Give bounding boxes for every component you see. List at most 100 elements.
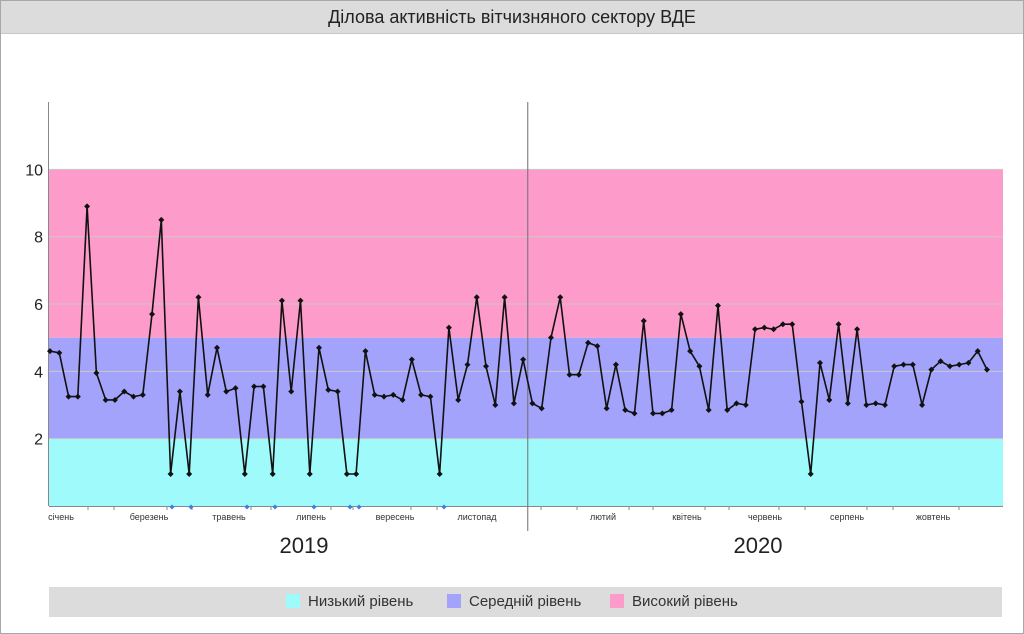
data-point — [436, 471, 443, 478]
data-point — [139, 391, 146, 398]
data-point — [241, 471, 248, 478]
data-point — [817, 359, 824, 366]
data-point — [854, 326, 861, 333]
data-point — [956, 361, 963, 368]
legend-label-high: Високий рівень — [632, 593, 738, 610]
data-point — [455, 396, 462, 403]
data-point — [705, 407, 712, 414]
y-tick-label: 4 — [34, 364, 43, 381]
month-label: вересень — [376, 512, 415, 522]
data-point — [278, 297, 285, 304]
data-point — [111, 396, 118, 403]
axis-flag-marker — [169, 504, 175, 510]
data-point — [714, 302, 721, 309]
axis-flag-marker — [311, 504, 317, 510]
data-point — [585, 339, 592, 346]
data-point — [343, 471, 350, 478]
axis-flag-marker — [272, 504, 278, 510]
data-point — [84, 203, 91, 210]
data-point — [65, 393, 72, 400]
data-point — [752, 326, 759, 333]
month-label: березень — [130, 512, 169, 522]
data-point — [316, 344, 323, 351]
data-point — [501, 294, 508, 301]
data-point — [984, 366, 990, 373]
data-point — [687, 348, 694, 355]
y-tick-label: 10 — [25, 162, 43, 179]
data-point — [733, 400, 740, 407]
legend-label-medium: Середній рівень — [469, 593, 582, 610]
month-label: серпень — [830, 512, 864, 522]
data-point — [288, 388, 295, 395]
data-point — [612, 361, 619, 368]
data-point — [260, 383, 267, 390]
data-point — [826, 396, 833, 403]
axis-flag-marker — [347, 504, 353, 510]
data-point — [473, 294, 480, 301]
data-point — [102, 396, 109, 403]
band-medium — [49, 337, 1003, 439]
chart-title: Ділова активність вітчизняного сектору В… — [328, 7, 696, 27]
month-label: січень — [48, 512, 74, 522]
data-point — [770, 326, 777, 333]
data-point — [974, 348, 981, 355]
month-label: жовтень — [916, 512, 951, 522]
data-point — [622, 407, 629, 414]
data-point — [121, 388, 128, 395]
data-point — [761, 324, 768, 331]
month-label: травень — [212, 512, 246, 522]
data-point — [946, 363, 953, 370]
y-tick-label: 2 — [34, 432, 43, 449]
data-point — [881, 402, 888, 408]
data-point — [74, 393, 81, 400]
axis-flag-marker — [188, 504, 194, 510]
data-point — [408, 356, 415, 363]
data-point — [232, 385, 239, 392]
data-point — [325, 386, 332, 393]
data-point — [807, 471, 814, 478]
data-point — [659, 410, 666, 417]
data-point — [798, 398, 805, 405]
data-point — [937, 358, 944, 365]
data-point — [557, 294, 564, 301]
data-point — [195, 294, 202, 301]
data-point — [47, 348, 53, 355]
data-point — [872, 400, 879, 407]
data-point — [547, 334, 554, 341]
data-point — [863, 402, 870, 408]
month-label: липень — [296, 512, 326, 522]
data-point — [510, 400, 517, 407]
y-tick-label: 6 — [34, 297, 43, 314]
data-point — [380, 393, 387, 400]
year-label: 2020 — [734, 533, 783, 558]
data-point — [909, 361, 916, 368]
data-point — [835, 321, 842, 328]
data-point — [390, 391, 397, 398]
data-point — [575, 371, 582, 378]
band-high — [49, 169, 1003, 338]
axis-flag-marker — [356, 504, 362, 510]
axis-labels: 2 4 6 8 10 січень березень травень липень вересен… — [25, 162, 950, 558]
data-point — [650, 410, 657, 417]
data-point — [492, 402, 499, 408]
data-point — [538, 405, 545, 412]
data-point — [603, 405, 610, 412]
data-point — [640, 317, 647, 324]
data-point — [167, 471, 174, 478]
data-point — [789, 321, 796, 328]
data-point — [427, 393, 434, 400]
data-point — [594, 343, 601, 350]
data-point — [93, 370, 100, 377]
month-label: квітень — [672, 512, 702, 522]
data-point — [631, 410, 638, 417]
data-point — [158, 216, 165, 223]
data-point — [919, 402, 926, 408]
data-point — [362, 348, 369, 355]
data-point — [186, 471, 193, 478]
year-label: 2019 — [280, 533, 329, 558]
data-point — [668, 407, 675, 414]
month-label: червень — [748, 512, 782, 522]
data-point — [928, 366, 935, 373]
legend-swatch-high — [610, 594, 624, 608]
data-point — [464, 361, 471, 368]
